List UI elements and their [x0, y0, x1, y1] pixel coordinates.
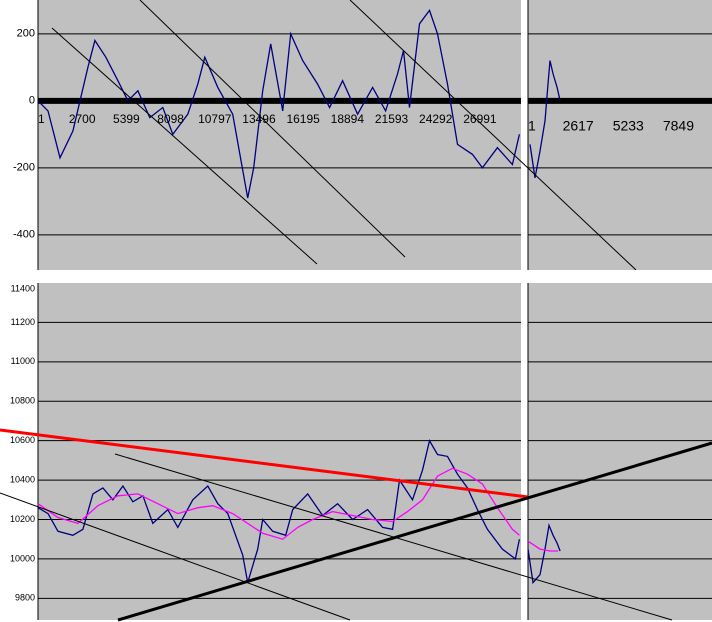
trend-lines-bottom	[0, 428, 712, 622]
y-tick-label: 11400	[11, 283, 35, 293]
y-tick-label: 10200	[10, 514, 35, 524]
x-tick-label: 21593	[375, 112, 409, 126]
y-tick-label: 10400	[10, 474, 35, 484]
x-tick-label: 24292	[419, 112, 453, 126]
y-tick-label: 10800	[10, 396, 35, 406]
trend-line	[349, 0, 637, 270]
x-tick-label: 2700	[69, 112, 96, 126]
panel: 1 2617 5233 7849	[527, 0, 712, 270]
support-line	[117, 441, 712, 622]
x-tick-label: 16195	[286, 112, 320, 126]
data-line	[529, 60, 561, 179]
x-tick-label: 1	[38, 112, 45, 126]
y-tick-label: 0	[29, 95, 35, 107]
x-tick-label: 8098	[157, 112, 184, 126]
trend-line	[0, 492, 351, 621]
x-tick-label: 10797	[198, 112, 232, 126]
x-tick-label: 13496	[242, 112, 276, 126]
trend-line	[139, 0, 406, 258]
y-tick-label: 11000	[11, 356, 35, 366]
y-tick-label: 10000	[10, 553, 35, 563]
x-tick-label: 1	[528, 118, 536, 134]
data-line	[527, 540, 559, 552]
trend-lines-top	[51, 0, 637, 270]
data-line	[527, 523, 561, 585]
x-tick-label: 2617	[563, 118, 594, 134]
x-tick-label: 5399	[113, 112, 140, 126]
x-tick-label: 26991	[463, 112, 497, 126]
data-line	[37, 467, 520, 540]
x-tick-label: 7849	[663, 118, 694, 134]
panel: -400 -200 0 200 1 2700 5399 8098 10797 13496 16195…	[13, 0, 521, 270]
y-tick-label: 10600	[10, 435, 35, 445]
y-tick-label: 11200	[11, 317, 35, 327]
plot-area	[528, 0, 712, 270]
x-tick-label: 5233	[613, 118, 644, 134]
data-line	[37, 9, 521, 199]
y-tick-label: -400	[13, 229, 35, 241]
panel: 9800 10000 10200 10400 10600 10800 11000 11200 1…	[10, 283, 521, 620]
trend-line	[51, 27, 318, 265]
x-tick-label: 18894	[331, 112, 365, 126]
y-tick-label: 9800	[15, 593, 35, 603]
data-line	[37, 438, 521, 583]
y-tick-label: 200	[17, 28, 35, 40]
resistance-line	[0, 428, 529, 499]
plot-area	[38, 283, 521, 620]
y-tick-label: -200	[13, 162, 35, 174]
